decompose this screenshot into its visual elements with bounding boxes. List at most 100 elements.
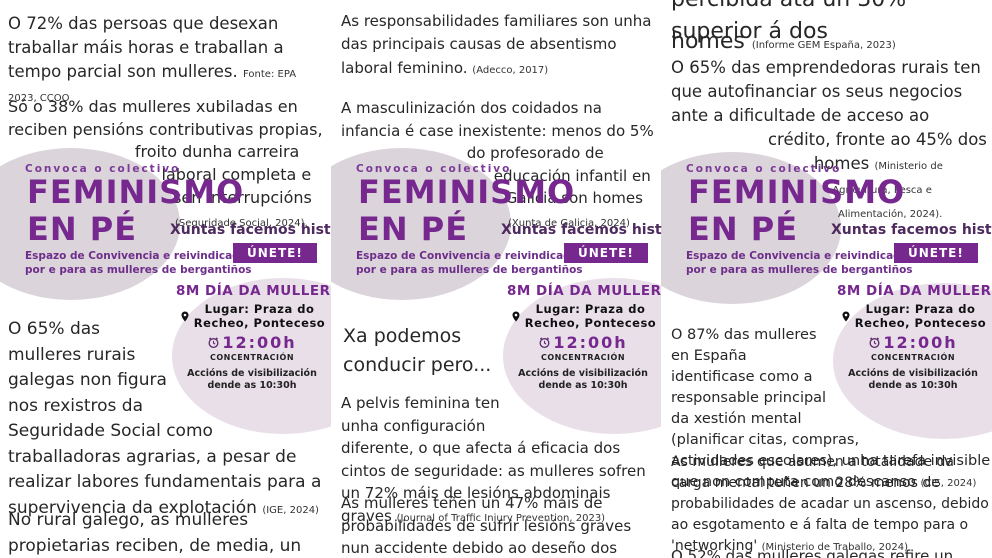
- stat-text: O 72% das persoas que desexan traballar …: [8, 14, 284, 81]
- flyer-title-line2: EN PÉ: [358, 210, 469, 248]
- event-location: Lugar: Praza do Recheo, Ponteceso: [837, 302, 989, 330]
- event-actions-line1: Accións de visibilización: [848, 368, 978, 379]
- flyer-subtitle: Espazo de Convivencia e reivindicación p…: [686, 249, 918, 277]
- event-heading: 8M DÍA DA MULLER: [176, 283, 331, 299]
- flyer-subtitle-line1: Espazo de Convivencia e reivindicación: [686, 250, 918, 262]
- stat-text: O 65% das mulleres rurais galegas non fi…: [8, 319, 322, 518]
- stat-text: Xa podemos conducir pero...: [343, 325, 492, 377]
- stat-paragraph: O 65% das mulleres rurais galegas non fi…: [8, 317, 326, 521]
- flyer-tagline: Xuntas facemos historia: [170, 222, 331, 238]
- stat-source: (Seguridade Social, 2024).: [175, 217, 308, 229]
- flyer-title-line2: EN PÉ: [688, 210, 799, 248]
- event-time-label: CONCENTRACIÓN: [209, 353, 295, 362]
- stat-source: Fonte: EPA 2023, CCOO: [8, 68, 297, 104]
- alarm-clock-icon: [207, 336, 220, 349]
- stat-paragraph: homes (Informe GEM España, 2023): [671, 26, 991, 58]
- event-heading: 8M DÍA DA MULLER: [837, 283, 992, 299]
- event-location-line2: Recheo, Ponteceso: [524, 316, 657, 330]
- event-location-line1: Lugar: Praza do: [204, 302, 315, 316]
- flyer-title-line1: FEMINISMO: [688, 173, 906, 211]
- stat-paragraph: As mulleres teñen un 47% máis de probabi…: [341, 492, 661, 558]
- event-actions: Accións de visibilización dende as 10:30…: [837, 368, 989, 391]
- stat-text: Só o 38% das mulleres xubiladas en recib…: [8, 97, 323, 207]
- flyer-subtitle: Espazo de Convivencia e reivindicación p…: [25, 249, 257, 277]
- event-time: 12:00h: [553, 333, 628, 352]
- event-time-label: CONCENTRACIÓN: [870, 353, 956, 362]
- flyer-subtitle-line1: Espazo de Convivencia e reivindicación: [25, 250, 257, 262]
- event-time: 12:00h: [883, 333, 958, 352]
- event-actions: Accións de visibilización dende as 10:30…: [176, 368, 328, 391]
- flyer-tagline: Xuntas facemos historia: [831, 222, 992, 238]
- flyer-subtitle: Espazo de Convivencia e reivindicación p…: [356, 249, 588, 277]
- event-block: 8M DÍA DA MULLER Lugar: Praza do Recheo,…: [507, 283, 662, 391]
- join-button[interactable]: ÚNETE!: [894, 243, 978, 263]
- event-location: Lugar: Praza do Recheo, Ponteceso: [507, 302, 659, 330]
- stat-text: O 65% das emprendedoras rurais ten que a…: [671, 58, 987, 173]
- flyer-title: FEMINISMO EN PÉ: [688, 174, 905, 248]
- flyer-title: FEMINISMO EN PÉ: [27, 174, 244, 248]
- flyer-subtitle-line2: por e para as mulleres de bergantiños: [686, 264, 913, 276]
- stat-paragraph: As mulleres que asumen a totalidade da c…: [671, 452, 992, 557]
- stat-text: A masculinización dos coidados na infanc…: [341, 99, 654, 207]
- stat-paragraph: O 72% das persoas que desexan traballar …: [8, 12, 324, 108]
- flyer-column-1: O 72% das persoas que desexan traballar …: [0, 0, 331, 558]
- event-actions-line1: Accións de visibilización: [187, 368, 317, 379]
- flyer-title-line1: FEMINISMO: [27, 173, 245, 211]
- flyer-background-circle: [0, 148, 180, 300]
- stat-text: O 52% das mulleres galegas refire un est…: [671, 547, 954, 558]
- event-location-line1: Lugar: Praza do: [535, 302, 646, 316]
- event-time-row: 12:00h: [837, 333, 989, 352]
- stat-text: No rural galego, as mulleres propietaria…: [8, 510, 302, 556]
- flyer-title: FEMINISMO EN PÉ: [358, 174, 575, 248]
- stat-text: homes: [671, 29, 745, 54]
- flyer-title-line2: EN PÉ: [27, 210, 138, 248]
- event-location-line2: Recheo, Ponteceso: [854, 316, 987, 330]
- event-location-line1: Lugar: Praza do: [865, 302, 976, 316]
- stat-paragraph: Xa podemos conducir pero...: [343, 322, 518, 381]
- location-pin-icon: [840, 309, 852, 324]
- flyer-subtitle-line1: Espazo de Convivencia e reivindicación: [356, 250, 588, 262]
- event-location: Lugar: Praza do Recheo, Ponteceso: [176, 302, 328, 330]
- stat-paragraph-clipped: percibida ata un 30% superior á dos: [671, 0, 991, 48]
- stat-paragraph-clipped: O 52% das mulleres galegas refire un est…: [671, 546, 992, 558]
- stat-text: percibida ata un 30% superior á dos: [671, 0, 906, 44]
- stat-paragraph: A pelvis feminina ten unha configuración…: [341, 392, 661, 527]
- event-time-row: 12:00h: [507, 333, 659, 352]
- event-time-row: 12:00h: [176, 333, 328, 352]
- flyer-tagline: Xuntas facemos historia: [501, 222, 662, 238]
- event-heading: 8M DÍA DA MULLER: [507, 283, 662, 299]
- alarm-clock-icon: [868, 336, 881, 349]
- flyer-subtitle-line2: por e para as mulleres de bergantiños: [25, 264, 252, 276]
- stat-source: (Adecco, 2017): [472, 64, 549, 76]
- event-actions-line2: dende as 10:30h: [538, 379, 628, 391]
- event-actions-line2: dende as 10:30h: [207, 379, 297, 391]
- stat-paragraph: No rural galego, as mulleres propietaria…: [8, 508, 326, 558]
- flyer-column-3: percibida ata un 30% superior á dos home…: [661, 0, 992, 558]
- event-actions-line2: dende as 10:30h: [868, 379, 958, 391]
- event-actions: Accións de visibilización dende as 10:30…: [507, 368, 659, 391]
- location-pin-icon: [510, 309, 522, 324]
- stat-source: (Ministerio de Traballo, 2024): [761, 542, 908, 553]
- stat-paragraph: A masculinización dos coidados na infanc…: [341, 97, 659, 262]
- event-block: 8M DÍA DA MULLER Lugar: Praza do Recheo,…: [837, 283, 992, 391]
- flyer-convoca-label: Convoca o colectivo: [356, 163, 512, 175]
- stat-source: (Ministerio de Agricultura, Pesca e Alim…: [832, 160, 943, 220]
- event-time: 12:00h: [222, 333, 297, 352]
- stat-text: As responsabilidades familiares son unha…: [341, 12, 652, 77]
- flyer-title-line1: FEMINISMO: [358, 173, 576, 211]
- event-location-text: Lugar: Praza do Recheo, Ponteceso: [525, 302, 656, 330]
- alarm-clock-icon: [538, 336, 551, 349]
- stat-paragraph: O 65% das emprendedoras rurais ten que a…: [671, 56, 991, 256]
- location-pin-icon: [179, 309, 191, 324]
- event-actions-line1: Accións de visibilización: [518, 368, 648, 379]
- join-button[interactable]: ÚNETE!: [564, 243, 648, 263]
- stat-source: (IGE, 2024): [262, 504, 319, 516]
- flyer-background-circle: [661, 152, 841, 304]
- join-button[interactable]: ÚNETE!: [233, 243, 317, 263]
- stat-paragraph: O 87% das mulleres en España identificas…: [671, 325, 991, 493]
- flyer-convoca-label: Convoca o colectivo: [25, 163, 181, 175]
- stat-paragraph: As responsabilidades familiares son unha…: [341, 10, 656, 80]
- stat-text: As mulleres que asumen a totalidade da c…: [671, 454, 989, 554]
- flyer-convoca-label: Convoca o colectivo: [686, 163, 842, 175]
